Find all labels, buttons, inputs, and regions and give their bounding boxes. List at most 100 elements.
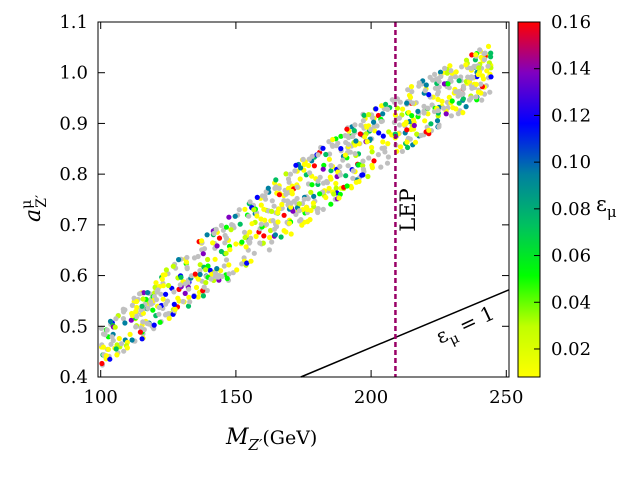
data-point (218, 222, 224, 229)
data-point (226, 262, 232, 268)
data-point (385, 154, 391, 160)
data-point (122, 320, 128, 326)
data-point (320, 180, 327, 186)
data-point (323, 194, 329, 201)
data-point (397, 144, 404, 150)
x-tick-label: 100 (84, 387, 118, 408)
data-point (170, 263, 176, 269)
data-point (477, 47, 483, 53)
data-point (247, 239, 253, 245)
data-point (204, 232, 210, 238)
data-point (265, 185, 271, 191)
data-point (375, 152, 381, 158)
data-point (187, 299, 193, 305)
data-point (320, 166, 326, 172)
data-point (379, 103, 385, 109)
plot-frame (97, 21, 510, 378)
data-point (448, 113, 454, 119)
data-point (328, 168, 334, 174)
data-point (233, 241, 239, 247)
colorbar-tick-label: 0.04 (551, 292, 591, 313)
data-point (410, 117, 417, 123)
data-point (102, 332, 108, 338)
y-tick-label: 0.4 (59, 367, 88, 388)
colorbar-tick-label: 0.12 (551, 105, 591, 126)
data-point (171, 301, 177, 307)
y-tick-label: 0.8 (59, 164, 88, 185)
data-point (127, 331, 133, 337)
x-axis-ticks: 100 150 200 250 (84, 22, 523, 408)
data-point (176, 298, 182, 304)
data-point (337, 172, 343, 178)
data-point (165, 282, 172, 289)
data-point (292, 168, 298, 174)
data-point (314, 207, 320, 213)
data-point (259, 193, 266, 199)
data-point (140, 296, 146, 302)
data-point (276, 206, 282, 212)
data-point (136, 291, 143, 297)
data-point (405, 87, 411, 93)
data-point (315, 152, 321, 158)
data-point (258, 216, 264, 222)
data-point (389, 97, 395, 103)
data-point (211, 230, 217, 236)
data-point (247, 199, 253, 205)
data-point (437, 69, 444, 75)
data-point (481, 57, 487, 63)
data-point (407, 94, 414, 100)
data-point (448, 68, 454, 74)
data-point (338, 133, 344, 139)
data-point (113, 316, 119, 322)
data-point (365, 173, 371, 180)
data-point (352, 151, 358, 157)
data-point (216, 235, 223, 241)
data-point (203, 267, 209, 273)
data-point (320, 145, 326, 151)
data-point (455, 93, 461, 99)
data-point (438, 73, 444, 80)
data-point (271, 203, 277, 209)
data-point (473, 94, 479, 100)
data-point (182, 290, 188, 296)
colorbar-ticks: 0.02 0.04 0.06 0.08 0.10 0.12 0.14 0.16 (534, 12, 591, 360)
data-point (212, 274, 218, 280)
data-point (244, 260, 250, 266)
data-point (276, 192, 282, 198)
data-point (267, 234, 273, 241)
data-point (251, 207, 257, 213)
data-point (409, 89, 415, 95)
y-axis-ticks: 0.4 0.5 0.6 0.7 0.8 0.9 1.0 1.1 (59, 12, 509, 388)
data-point (154, 289, 160, 295)
data-point (477, 69, 483, 75)
data-point (342, 152, 348, 158)
data-point (294, 195, 300, 202)
data-point (197, 268, 203, 274)
data-point (456, 100, 462, 106)
data-point (473, 81, 479, 87)
data-point (226, 271, 232, 277)
data-point (275, 219, 281, 225)
data-point (337, 163, 343, 170)
data-point (335, 140, 341, 146)
data-point (418, 132, 424, 138)
data-point (241, 229, 248, 235)
data-point (171, 289, 177, 295)
data-point (356, 178, 362, 185)
data-point (261, 206, 267, 212)
data-point (327, 151, 333, 157)
data-point (488, 50, 494, 56)
data-point (352, 122, 358, 128)
data-point (234, 267, 240, 273)
x-tick-label: 150 (219, 387, 253, 408)
data-point (116, 335, 122, 342)
data-point (478, 81, 484, 87)
data-point (397, 99, 403, 105)
data-point (140, 319, 146, 325)
data-point (138, 325, 144, 331)
data-point (227, 247, 233, 253)
data-point (460, 83, 467, 89)
data-point (267, 227, 274, 234)
data-point (449, 98, 455, 104)
data-point (345, 141, 351, 147)
